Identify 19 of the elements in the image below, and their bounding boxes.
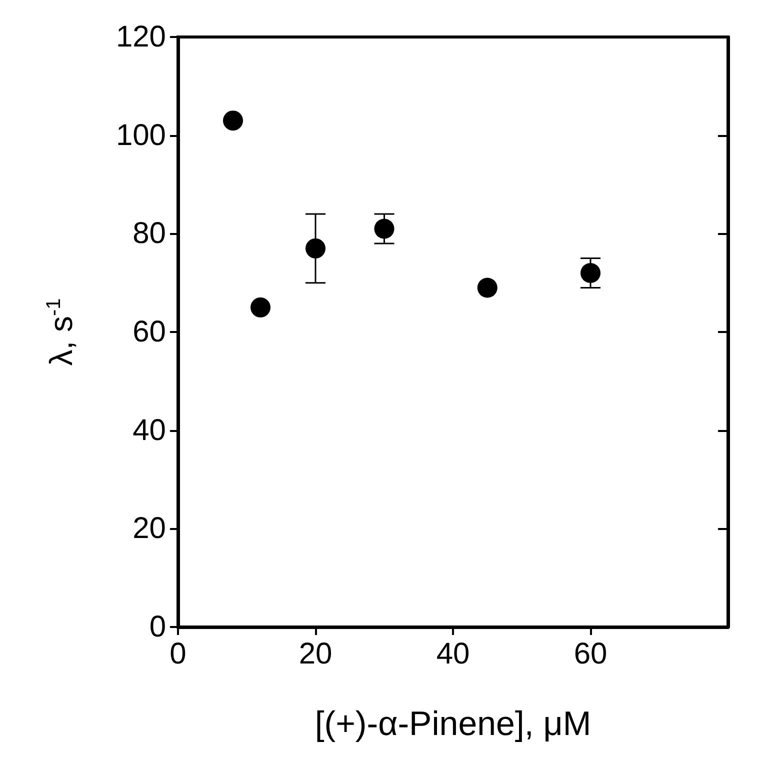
- x-tick-label: 60: [574, 638, 608, 670]
- y-axis-title: λ, s-1: [43, 298, 79, 366]
- y-tick-label: 100: [116, 118, 166, 152]
- point: [250, 297, 270, 318]
- x-tick-label: 40: [436, 638, 470, 670]
- x-axis-title: [(+)-α-Pinene], μM: [314, 705, 592, 743]
- y-tick-label: 60: [132, 316, 166, 348]
- y-tick-label: 0: [149, 610, 166, 644]
- point: [223, 110, 243, 131]
- point: [374, 218, 394, 239]
- point: [306, 238, 326, 258]
- y-tick-label: 20: [132, 512, 166, 546]
- point: [477, 278, 498, 298]
- point: [580, 263, 600, 283]
- x-tick-label: 0: [170, 638, 186, 670]
- y-tick-label: 120: [116, 20, 166, 54]
- y-tick-label: 80: [132, 217, 166, 250]
- x-tick-label: 20: [298, 638, 332, 670]
- y-tick-label: 40: [132, 414, 166, 447]
